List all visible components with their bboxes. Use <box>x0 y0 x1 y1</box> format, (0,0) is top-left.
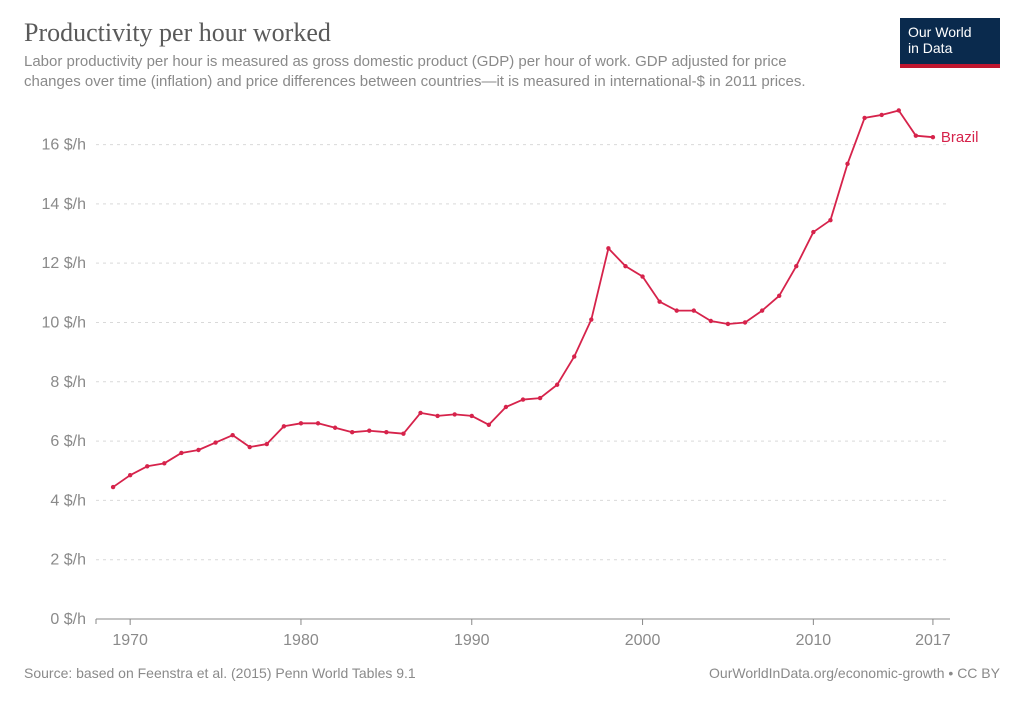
chart-svg: 0 $/h 2 $/h 4 $/h 6 $/h 8 $/h 10 $/h 12 $/h 14 … <box>24 99 1000 659</box>
series-marker <box>914 133 918 137</box>
series-label: Brazil <box>941 129 979 146</box>
series-marker <box>589 317 593 321</box>
series-marker <box>828 217 832 221</box>
logo-line1: Our World <box>908 24 972 40</box>
series-marker <box>709 318 713 322</box>
x-tick-label: 2000 <box>625 632 661 649</box>
series-marker <box>623 263 627 267</box>
y-tick-label: 6 $/h <box>50 433 86 450</box>
y-tick-label: 8 $/h <box>50 373 86 390</box>
series-marker <box>435 413 439 417</box>
y-tick-label: 12 $/h <box>42 255 86 272</box>
series-marker <box>897 108 901 112</box>
series-marker <box>248 444 252 448</box>
series-marker <box>931 134 935 138</box>
series-marker <box>504 404 508 408</box>
footer-source: Source: based on Feenstra et al. (2015) … <box>24 665 416 681</box>
series-marker <box>384 429 388 433</box>
series-marker <box>862 115 866 119</box>
x-tick-label: 2010 <box>796 632 832 649</box>
owid-logo: Our World in Data <box>900 18 1000 68</box>
series-marker <box>367 428 371 432</box>
series-marker <box>401 431 405 435</box>
series-marker <box>196 447 200 451</box>
logo-accent-bar <box>900 64 1000 68</box>
series-marker <box>879 112 883 116</box>
series-marker <box>470 413 474 417</box>
y-tick-label: 2 $/h <box>50 551 86 568</box>
series-marker <box>760 308 764 312</box>
series-marker <box>299 421 303 425</box>
series-marker <box>179 450 183 454</box>
series-marker <box>265 441 269 445</box>
series-marker <box>640 274 644 278</box>
series-marker <box>743 320 747 324</box>
y-tick-label: 14 $/h <box>42 195 86 212</box>
series-marker <box>452 412 456 416</box>
series-marker <box>111 484 115 488</box>
y-tick-label: 4 $/h <box>50 492 86 509</box>
series-marker <box>316 421 320 425</box>
series-marker <box>606 246 610 250</box>
page-title: Productivity per hour worked <box>24 18 1000 48</box>
series-marker <box>726 321 730 325</box>
x-tick-label: 1970 <box>112 632 148 649</box>
chart: 0 $/h 2 $/h 4 $/h 6 $/h 8 $/h 10 $/h 12 $/h 14 … <box>24 99 1000 659</box>
series-marker <box>418 410 422 414</box>
series-marker <box>333 425 337 429</box>
series-marker <box>555 382 559 386</box>
series-marker <box>572 354 576 358</box>
series-marker <box>794 263 798 267</box>
x-tick-label: 2017 <box>915 632 951 649</box>
page-subtitle: Labor productivity per hour is measured … <box>24 52 844 93</box>
series-marker <box>777 293 781 297</box>
series-marker <box>657 299 661 303</box>
series-marker <box>230 432 234 436</box>
series-marker <box>538 395 542 399</box>
series-marker <box>145 464 149 468</box>
series-marker <box>128 472 132 476</box>
logo-line2: in Data <box>908 40 952 56</box>
y-tick-label: 10 $/h <box>42 314 86 331</box>
y-tick-label: 16 $/h <box>42 136 86 153</box>
series-line <box>113 110 933 487</box>
x-tick-label: 1980 <box>283 632 319 649</box>
series-marker <box>692 308 696 312</box>
series-marker <box>811 229 815 233</box>
series-marker <box>282 424 286 428</box>
series-marker <box>213 440 217 444</box>
y-tick-label: 0 $/h <box>50 611 86 628</box>
series-marker <box>350 429 354 433</box>
series-marker <box>675 308 679 312</box>
series-marker <box>521 397 525 401</box>
series-marker <box>845 161 849 165</box>
x-tick-label: 1990 <box>454 632 490 649</box>
footer-credit: OurWorldInData.org/economic-growth • CC … <box>709 665 1000 681</box>
series-marker <box>162 461 166 465</box>
series-marker <box>487 422 491 426</box>
